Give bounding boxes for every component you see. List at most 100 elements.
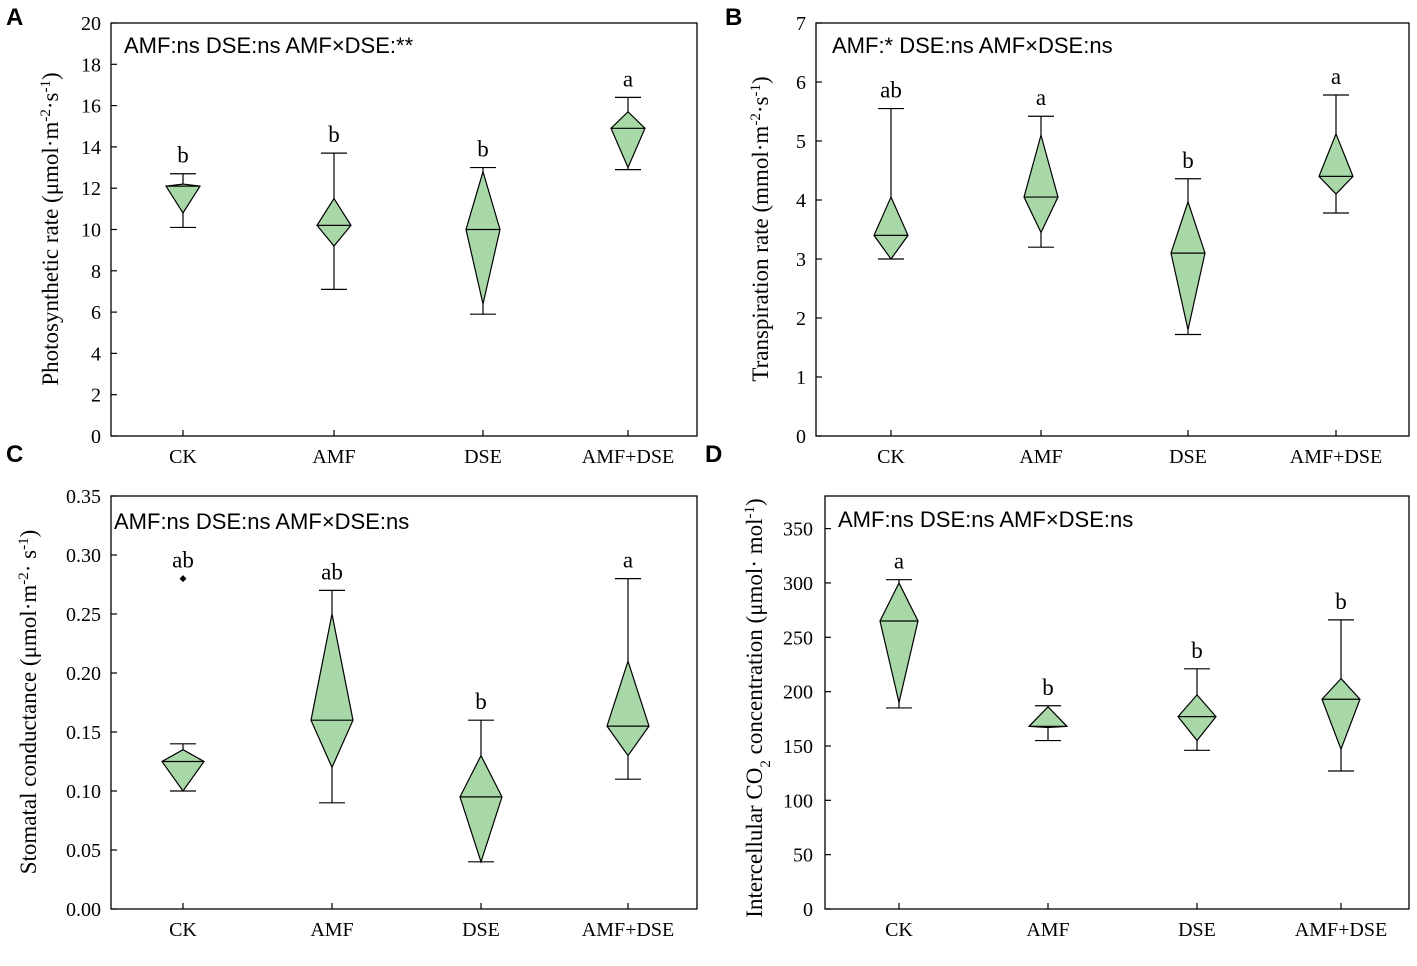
- y-ticks-d: 0 50 100 150 200 250 300 350: [783, 519, 831, 921]
- x-tick-label: DSE: [464, 446, 502, 468]
- groups-c: ab ab b a: [161, 548, 650, 864]
- groups-a: b b b a: [164, 66, 646, 315]
- significance-letter: b: [1191, 638, 1203, 663]
- y-ticks-b: 0 1 2 3 4 5 6 7: [796, 13, 822, 448]
- stats-text-d: AMF:ns DSE:ns AMF×DSE:ns: [838, 507, 1133, 532]
- x-tick-label: AMF: [312, 446, 355, 468]
- y-tick-label: 50: [793, 845, 813, 867]
- significance-letter: ab: [880, 78, 902, 103]
- diamond-box: [465, 169, 501, 304]
- y-tick-label: 0.20: [66, 663, 101, 685]
- diamond-box: [316, 197, 352, 247]
- diamond-box: [1321, 677, 1361, 751]
- y-tick-label: 0.35: [66, 486, 101, 508]
- diamond-box: [606, 659, 650, 757]
- diamond-box: [310, 613, 354, 769]
- y-tick-label: 2: [796, 308, 806, 330]
- y-tick-label: 4: [796, 190, 806, 212]
- y-tick-label: 16: [81, 96, 101, 118]
- y-tick-label: 0: [803, 899, 813, 921]
- y-axis-title-b: Transpiration rate (mmol·m-2·s-1): [748, 76, 773, 381]
- plot-frame-c: [110, 495, 698, 910]
- significance-letter: ab: [172, 548, 194, 573]
- significance-letter: b: [177, 143, 189, 168]
- y-tick-label: 1: [796, 367, 806, 389]
- x-tick-label: CK: [885, 919, 913, 941]
- y-tick-label: 18: [81, 54, 101, 76]
- x-tick-label: AMF+DSE: [1290, 446, 1382, 468]
- x-tick-label: CK: [169, 446, 197, 468]
- y-tick-label: 0.15: [66, 722, 101, 744]
- y-tick-label: 20: [81, 13, 101, 35]
- significance-letter: b: [475, 689, 487, 714]
- y-tick-label: 10: [81, 220, 101, 242]
- y-tick-label: 300: [783, 573, 813, 595]
- x-ticks-b: CK AMF DSE AMF+DSE: [877, 430, 1382, 468]
- diamond-box: [1318, 132, 1354, 195]
- panel-b: B AMF:* DSE:ns AMF×DSE:ns 0 1 2 3 4 5 6 7 CK AMF…: [725, 4, 1410, 468]
- y-tick-label: 4: [91, 343, 101, 365]
- panel-d: D AMF:ns DSE:ns AMF×DSE:ns 0 50 100 150 200 2…: [705, 441, 1410, 941]
- y-tick-label: 0.25: [66, 604, 101, 626]
- significance-letter: b: [477, 137, 489, 162]
- x-tick-label: DSE: [462, 919, 500, 941]
- significance-letter: b: [328, 122, 340, 147]
- significance-letter: ab: [321, 559, 343, 584]
- x-tick-label: AMF: [1026, 919, 1069, 941]
- outlier-point: [179, 575, 187, 583]
- y-ticks-c: 0.00 0.05 0.10 0.15 0.20 0.25 0.30 0.35: [66, 486, 117, 921]
- y-tick-label: 0: [91, 426, 101, 448]
- y-tick-label: 6: [796, 72, 806, 94]
- x-tick-label: AMF: [310, 919, 353, 941]
- x-ticks-c: CK AMF DSE AMF+DSE: [169, 903, 674, 941]
- diamond-box: [879, 581, 919, 703]
- diamond-box: [1170, 199, 1206, 330]
- significance-letter: a: [1331, 64, 1341, 89]
- y-axis-title-c: Stomatal conductance (μmol·m-2· s-1): [16, 530, 41, 875]
- y-tick-label: 0.00: [66, 899, 101, 921]
- y-tick-label: 8: [91, 261, 101, 283]
- y-tick-label: 150: [783, 736, 813, 758]
- y-axis-title-a: Photosynthetic rate (μmol·m-2·s-1): [38, 72, 63, 385]
- y-tick-label: 5: [796, 131, 806, 153]
- stats-text-b: AMF:* DSE:ns AMF×DSE:ns: [832, 33, 1113, 58]
- diamond-box: [164, 183, 202, 215]
- x-tick-label: DSE: [1169, 446, 1207, 468]
- y-tick-label: 350: [783, 519, 813, 541]
- x-tick-label: AMF+DSE: [582, 919, 674, 941]
- diamond-box: [459, 754, 503, 864]
- significance-letter: a: [623, 548, 633, 573]
- panel-a: A AMF:ns DSE:ns AMF×DSE:** 0 2 4 6 8 10 12 14 16…: [6, 4, 698, 468]
- significance-letter: a: [1036, 85, 1046, 110]
- diamond-box: [610, 110, 646, 170]
- panel-c: C AMF:ns DSE:ns AMF×DSE:ns 0.000.050.100…: [6, 441, 698, 941]
- y-axis-title-d: Intercellular CO2 concentration (μmol· m…: [742, 498, 774, 917]
- diamond-box: [161, 749, 205, 793]
- x-tick-label: DSE: [1178, 919, 1216, 941]
- panel-letter-b: B: [725, 4, 742, 31]
- stats-text-c: AMF:ns DSE:ns AMF×DSE:ns: [114, 509, 409, 534]
- y-tick-label: 7: [796, 13, 806, 35]
- x-tick-label: AMF+DSE: [1295, 919, 1387, 941]
- diamond-box: [873, 195, 909, 261]
- groups-d: a b b b: [879, 549, 1361, 772]
- diamond-box: [1023, 132, 1059, 234]
- plot-frame-a: [110, 22, 698, 437]
- diamond-box: [1177, 693, 1217, 742]
- x-tick-label: AMF+DSE: [582, 446, 674, 468]
- x-tick-label: CK: [877, 446, 905, 468]
- y-tick-label: 6: [91, 302, 101, 324]
- y-tick-label: 0.10: [66, 781, 101, 803]
- y-tick-label: 12: [81, 178, 101, 200]
- x-ticks-d: CK AMF DSE AMF+DSE: [885, 903, 1387, 941]
- y-ticks-a: 0 2 4 6 8 10 12 14 16 18 20: [81, 13, 117, 448]
- x-ticks-a: CK AMF DSE AMF+DSE: [169, 430, 674, 468]
- y-tick-label: 14: [81, 137, 101, 159]
- stats-text-a: AMF:ns DSE:ns AMF×DSE:**: [124, 33, 414, 58]
- y-tick-label: 0: [796, 426, 806, 448]
- y-tick-label: 200: [783, 682, 813, 704]
- x-tick-label: CK: [169, 919, 197, 941]
- panel-letter-c: C: [6, 441, 23, 468]
- plot-frame-d: [824, 495, 1410, 910]
